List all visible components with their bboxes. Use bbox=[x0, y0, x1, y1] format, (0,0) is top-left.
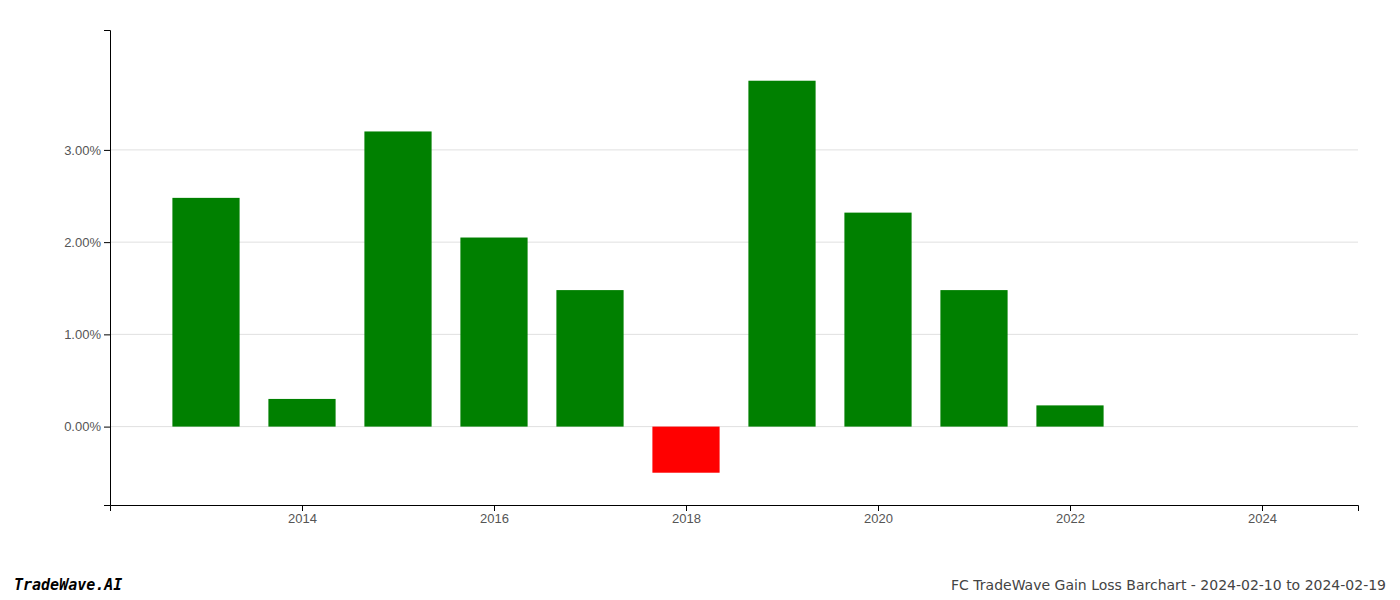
bar bbox=[172, 198, 239, 427]
bar bbox=[364, 131, 431, 426]
y-tick: 0.00% bbox=[64, 419, 110, 434]
grid bbox=[110, 150, 1358, 427]
y-tick: 2.00% bbox=[64, 235, 110, 250]
x-tick-label: 2014 bbox=[288, 511, 317, 526]
x-tick-mark bbox=[1262, 505, 1263, 511]
x-tick: 2024 bbox=[1248, 505, 1277, 526]
grid-line bbox=[110, 334, 1358, 335]
grid-line bbox=[110, 149, 1358, 150]
x-axis-line bbox=[111, 506, 1359, 512]
y-tick-mark bbox=[104, 334, 110, 335]
y-tick-label: 1.00% bbox=[64, 327, 101, 342]
plot: 2014 2016 2018 2020 2022 2024 0.00% 1.00% 2.00% 3… bbox=[64, 31, 1358, 527]
bar bbox=[1036, 405, 1103, 426]
x-tick: 2018 bbox=[672, 505, 701, 526]
chart: 2014 2016 2018 2020 2022 2024 0.00% 1.00% 2.00% 3… bbox=[0, 0, 1400, 600]
x-tick: 2020 bbox=[864, 505, 893, 526]
bar bbox=[844, 213, 911, 427]
bar bbox=[748, 81, 815, 427]
x-tick-label: 2018 bbox=[672, 511, 701, 526]
x-tick-mark bbox=[302, 505, 303, 511]
y-tick: 1.00% bbox=[64, 327, 110, 342]
x-axis: 2014 2016 2018 2020 2022 2024 bbox=[111, 505, 1359, 526]
x-tick-label: 2024 bbox=[1248, 511, 1277, 526]
y-tick-label: 3.00% bbox=[64, 143, 101, 158]
x-tick: 2014 bbox=[288, 505, 317, 526]
bars bbox=[172, 81, 1103, 473]
x-tick-mark bbox=[878, 505, 879, 511]
bar bbox=[556, 290, 623, 427]
x-tick-label: 2016 bbox=[480, 511, 509, 526]
x-tick: 2022 bbox=[1056, 505, 1085, 526]
x-tick-mark bbox=[494, 505, 495, 511]
watermark: TradeWave.AI bbox=[14, 576, 122, 594]
y-tick-mark bbox=[104, 427, 110, 428]
title: FC TradeWave Gain Loss Barchart - 2024-0… bbox=[951, 577, 1386, 593]
grid-line bbox=[110, 242, 1358, 243]
y-tick-label: 2.00% bbox=[64, 235, 101, 250]
bar bbox=[652, 427, 719, 473]
y-tick-mark bbox=[104, 242, 110, 243]
y-axis: 0.00% 1.00% 2.00% 3.00% bbox=[64, 31, 110, 506]
bar bbox=[940, 290, 1007, 427]
bar bbox=[1132, 426, 1199, 427]
x-tick-mark bbox=[686, 505, 687, 511]
y-tick-mark bbox=[104, 150, 110, 151]
x-tick: 2016 bbox=[480, 505, 509, 526]
y-axis-line bbox=[104, 31, 111, 506]
x-tick-mark bbox=[1070, 505, 1071, 511]
bar bbox=[268, 399, 335, 427]
x-tick-label: 2022 bbox=[1056, 511, 1085, 526]
y-tick-label: 0.00% bbox=[64, 419, 101, 434]
bar bbox=[460, 238, 527, 427]
y-tick: 3.00% bbox=[64, 143, 110, 158]
x-tick-label: 2020 bbox=[864, 511, 893, 526]
